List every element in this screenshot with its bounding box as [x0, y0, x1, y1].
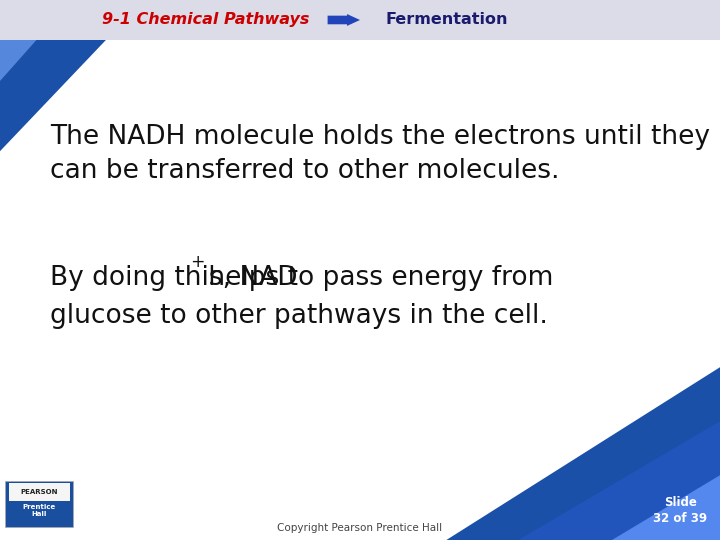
FancyBboxPatch shape	[0, 0, 720, 40]
Text: By doing this, NAD: By doing this, NAD	[50, 265, 298, 291]
Polygon shape	[518, 421, 720, 540]
Text: +: +	[190, 253, 205, 271]
Text: 9-1 Chemical Pathways: 9-1 Chemical Pathways	[102, 12, 309, 28]
Polygon shape	[0, 0, 144, 151]
FancyBboxPatch shape	[5, 481, 73, 526]
Text: Copyright Pearson Prentice Hall: Copyright Pearson Prentice Hall	[277, 523, 443, 533]
Text: Fermentation: Fermentation	[385, 12, 508, 28]
Text: glucose to other pathways in the cell.: glucose to other pathways in the cell.	[50, 303, 548, 329]
Text: Prentice
Hall: Prentice Hall	[22, 504, 56, 517]
Text: PEARSON: PEARSON	[20, 489, 58, 495]
FancyBboxPatch shape	[9, 483, 70, 501]
Polygon shape	[0, 0, 72, 81]
Text: helps to pass energy from: helps to pass energy from	[199, 265, 553, 291]
FancyArrow shape	[328, 14, 360, 26]
Polygon shape	[612, 475, 720, 540]
Polygon shape	[446, 367, 720, 540]
Text: Slide
32 of 39: Slide 32 of 39	[653, 496, 708, 525]
Text: The NADH molecule holds the electrons until they
can be transferred to other mol: The NADH molecule holds the electrons un…	[50, 124, 711, 184]
